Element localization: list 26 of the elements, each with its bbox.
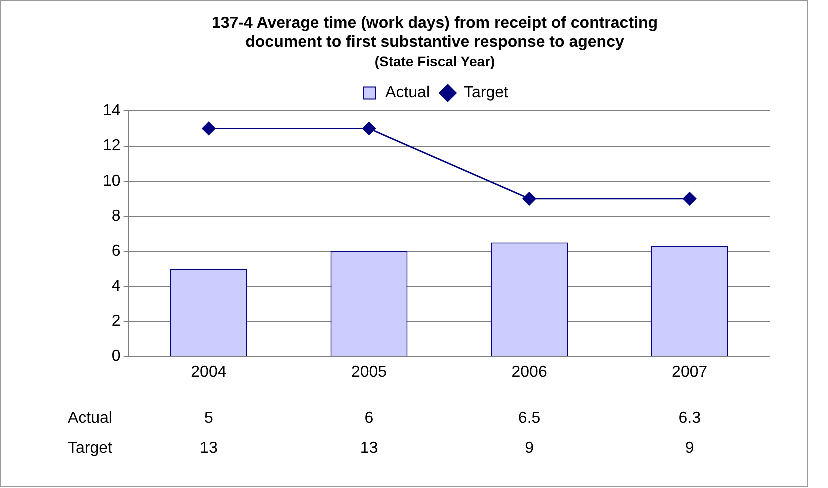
data-label: 5 (204, 410, 214, 428)
y-tick-label: 4 (112, 278, 121, 296)
y-tick-label: 14 (103, 102, 121, 120)
legend-label: Target (464, 84, 510, 102)
text: Target (68, 440, 112, 458)
y-tick-label: 6 (112, 242, 121, 260)
y-tick-label: 2 (112, 313, 121, 330)
x-tick-label: 2004 (191, 364, 227, 381)
chart-title: 137-4 Average time (work days) from receipt of contracting document to first substantive response to agency (212, 15, 658, 52)
data-label: 9 (525, 440, 534, 458)
y-tick-label: 8 (112, 208, 121, 225)
data-label: 6.3 (678, 410, 702, 428)
data-label: 6.5 (518, 410, 541, 428)
data-label: 9 (685, 440, 694, 458)
x-tick-label: 2006 (512, 364, 548, 381)
x-tick-label: 2007 (672, 364, 708, 381)
x-tick-label: 2005 (351, 364, 388, 381)
chart-subtitle: (State Fiscal Year) (374, 54, 496, 70)
y-tick-label: 12 (103, 138, 121, 155)
y-tick-label: 10 (103, 172, 121, 190)
data-label: 13 (200, 440, 218, 458)
data-label: 13 (360, 440, 378, 458)
y-tick-label: 0 (112, 348, 121, 366)
text: Actual (68, 410, 112, 428)
data-label: 6 (364, 410, 374, 428)
legend-label: Actual (386, 84, 430, 102)
